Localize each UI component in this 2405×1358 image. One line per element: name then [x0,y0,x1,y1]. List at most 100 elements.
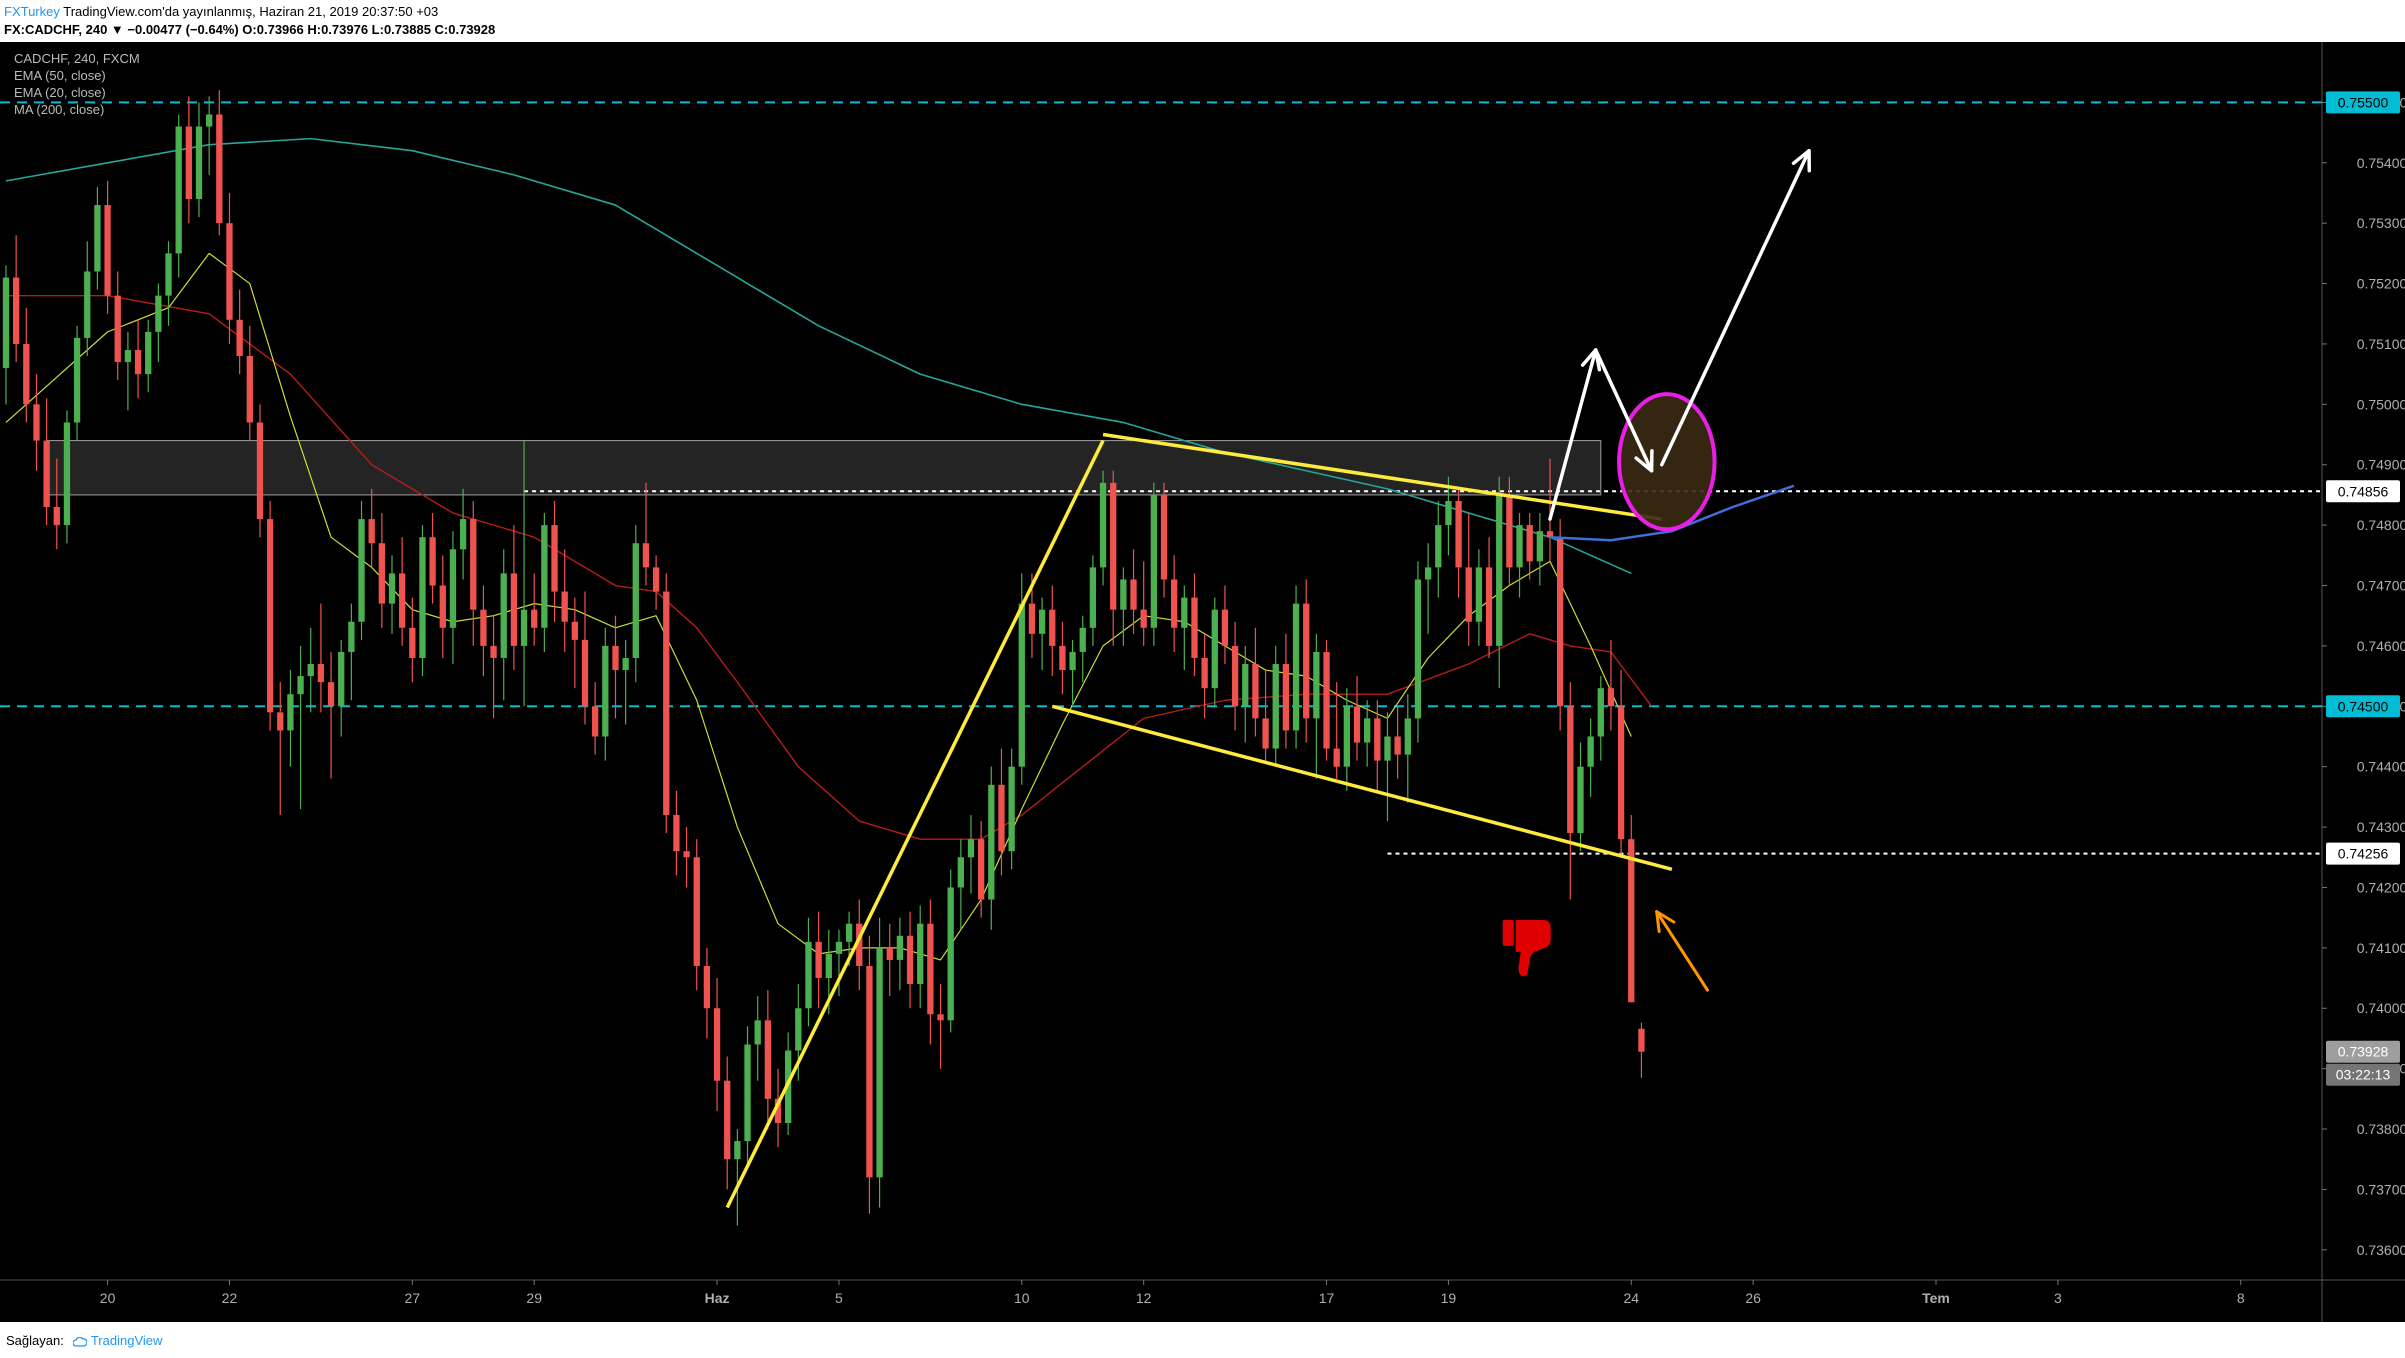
candle-body-68 [693,857,700,966]
y-tick-label-18: 0.75400 [2357,155,2405,171]
candle-body-93 [947,887,954,1021]
candle-body-129 [1313,651,1320,719]
candle-body-18 [185,126,192,200]
candle-body-43 [439,585,446,628]
candle-body-45 [459,519,467,550]
price-label-4: 0.73928 [2338,1044,2389,1060]
y-tick-label-6: 0.74200 [2357,879,2405,895]
candle-body-0 [2,277,10,369]
ema50-line [6,294,1653,840]
candle-body-14 [145,331,152,375]
legend-ema20[interactable]: EMA (20, close) [14,85,106,100]
ohlc-readout: FX:CADCHF, 240 ▼ −0.00477 (−0.64%) O:0.7… [4,22,496,37]
candle-body-119 [1211,609,1218,689]
legend-ma200[interactable]: MA (200, close) [14,102,105,117]
candle-body-61 [622,657,629,671]
x-tick-label-7: 12 [1136,1290,1152,1306]
candle-body-104 [1059,645,1066,671]
candle-body-47 [480,609,487,646]
x-tick-label-3: 29 [526,1290,542,1306]
x-tick-label-2: 27 [405,1290,421,1306]
candle-body-71 [724,1080,731,1160]
candle-body-83 [845,923,853,942]
candle-body-105 [1069,651,1076,671]
published-text: TradingView.com'da yayınlanmış, Haziran … [63,4,439,19]
candle-body-100 [1018,603,1025,767]
candle-body-131 [1333,748,1340,767]
candle-body-85 [866,965,873,1178]
cloud-icon [72,1336,89,1347]
candle-body-146 [1485,567,1493,646]
candle-body-134 [1364,718,1371,743]
candle-body-152 [1546,531,1554,538]
x-tick-label-0: 20 [100,1290,116,1306]
candle-body-52 [531,609,538,628]
candle-body-10 [104,205,111,296]
candle-body-55 [561,591,568,622]
x-tick-label-8: 17 [1319,1290,1335,1306]
y-tick-label-4: 0.74000 [2357,1000,2405,1016]
candle-body-63 [642,543,650,568]
publisher-link[interactable]: FXTurkey [4,4,60,19]
candle-body-98 [998,784,1005,852]
candle-body-74 [754,1020,761,1045]
candle-body-151 [1536,531,1543,562]
candle-body-148 [1506,494,1513,568]
y-tick-label-11: 0.74700 [2357,578,2405,594]
tradingview-logo[interactable]: TradingView [72,1333,162,1348]
candle-body-136 [1384,736,1391,761]
candle-body-56 [571,621,578,640]
candle-body-20 [206,114,213,127]
candle-body-81 [825,953,832,979]
horizontal-levels [0,101,2322,855]
candle-body-103 [1049,609,1056,646]
candle-body-147 [1496,494,1503,646]
candle-body-95 [967,839,975,858]
candle-body-64 [652,567,660,592]
candle-body-123 [1252,664,1259,719]
candle-body-156 [1587,736,1594,767]
candle-body-82 [835,941,843,954]
candle-body-49 [500,573,507,658]
candle-body-154 [1567,706,1574,834]
price-label-bg-2 [2326,695,2400,718]
candle-body-153 [1557,537,1564,707]
y-tick-label-5: 0.74100 [2357,940,2405,956]
candle-body-139 [1414,579,1422,719]
candle-body-140 [1424,567,1432,580]
legend-ema50[interactable]: EMA (50, close) [14,68,106,83]
candle-body-48 [490,645,497,658]
candle-body-62 [632,543,639,658]
candle-body-133 [1353,706,1361,743]
price-axis[interactable]: 0.736000.737000.738000.739000.740000.741… [2322,91,2405,1258]
orange-arrow-shaft [1655,910,1709,992]
y-tick-label-0: 0.73600 [2357,1242,2405,1258]
candle-body-88 [896,935,904,960]
candle-body-114 [1160,494,1168,580]
price-label-bg-3 [2326,842,2400,865]
candle-body-86 [876,947,883,1178]
candle-body-53 [541,525,548,628]
candle-body-33 [338,651,345,707]
candle-body-126 [1282,664,1290,731]
price-chart[interactable]: 0.736000.737000.738000.739000.740000.741… [0,42,2405,1322]
footer: Sağlayan: TradingView [0,1322,2405,1358]
y-tick-label-12: 0.74800 [2357,517,2405,533]
candle-body-5 [53,507,60,526]
price-label-bg-0 [2326,91,2400,114]
publish-line: FXTurkey TradingView.com'da yayınlanmış,… [4,4,438,19]
y-tick-label-7: 0.74300 [2357,819,2405,835]
candle-body-143 [1455,500,1462,568]
y-tick-label-10: 0.74600 [2357,638,2405,654]
y-tick-label-1: 0.73700 [2357,1181,2405,1197]
candle-body-19 [195,126,203,200]
time-axis[interactable]: 20 22 27 29 Haz 5 10 12 17 19 24 26 Tem 3 8 [100,1280,2245,1306]
candle-body-117 [1191,597,1198,658]
candle-body-32 [327,682,335,707]
price-label-3: 0.74256 [2338,846,2389,862]
candle-body-92 [937,1014,944,1021]
candle-body-27 [277,712,284,731]
candle-body-36 [368,519,375,544]
x-tick-label-12: Tem [1922,1290,1950,1306]
candle-body-21 [216,114,223,224]
